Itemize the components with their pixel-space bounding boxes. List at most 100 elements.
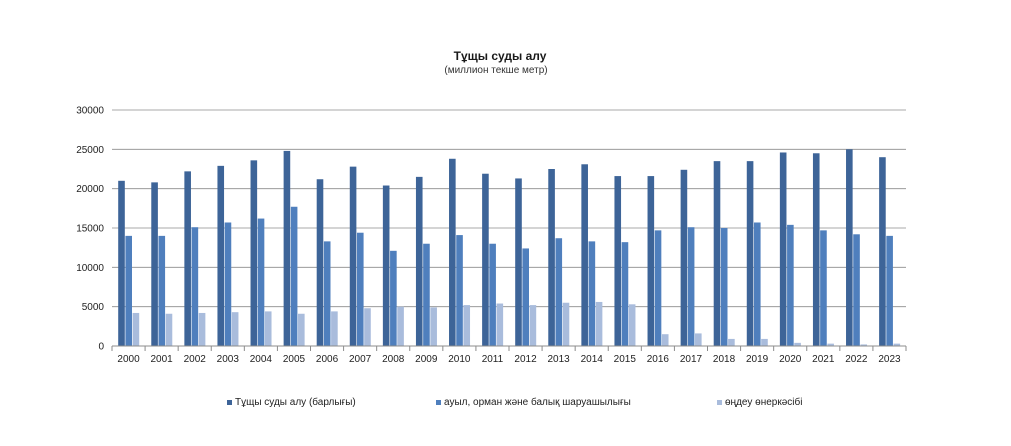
- bar-2018-series-0: [713, 161, 721, 346]
- bar-2023-series-2: [893, 343, 901, 346]
- bar-2003-series-1: [224, 222, 232, 346]
- bar-2022-series-2: [860, 344, 868, 346]
- x-tick-label: 2010: [448, 354, 471, 365]
- y-tick-label: 0: [98, 342, 104, 353]
- bar-2017-series-2: [695, 333, 702, 346]
- bar-2002-series-2: [198, 312, 206, 346]
- bar-2015-series-1: [621, 242, 629, 346]
- x-tick-label: 2008: [382, 354, 405, 365]
- bar-2002-series-0: [184, 171, 191, 346]
- bar-2006-series-2: [331, 311, 338, 346]
- bar-2016-series-2: [661, 334, 669, 346]
- bar-2004-series-2: [264, 311, 272, 346]
- x-tick-label: 2001: [151, 354, 174, 365]
- legend-swatch: [436, 400, 441, 405]
- y-tick-label: 10000: [76, 263, 104, 274]
- bar-2009-series-0: [415, 176, 423, 346]
- bar-2020-series-1: [787, 224, 794, 346]
- y-axis-ticks: 0 5000 10000 15000 20000 25000 30000: [76, 106, 104, 353]
- bar-2008-series-2: [397, 306, 404, 346]
- bar-2010-series-1: [456, 235, 463, 346]
- bar-2016-series-1: [654, 230, 662, 346]
- x-tick-label: 2005: [283, 354, 306, 365]
- bar-2012-series-2: [529, 305, 537, 346]
- bar-2009-series-2: [430, 307, 437, 346]
- bar-2016-series-0: [647, 176, 655, 346]
- x-tick-label: 2015: [614, 354, 637, 365]
- x-tick-label: 2019: [746, 354, 769, 365]
- bar-2014-series-0: [581, 164, 588, 346]
- y-tick-label: 30000: [76, 106, 104, 117]
- bar-2007-series-2: [364, 308, 371, 346]
- x-tick-label: 2006: [316, 354, 339, 365]
- bar-2008-series-0: [382, 185, 390, 346]
- bar-2020-series-0: [779, 152, 787, 346]
- x-tick-label: 2009: [415, 354, 438, 365]
- bar-2013-series-2: [562, 302, 570, 346]
- bar-2012-series-1: [522, 248, 529, 346]
- bar-2018-series-2: [728, 338, 735, 346]
- bar-2000-series-1: [125, 235, 132, 346]
- legend-swatch: [227, 400, 232, 405]
- bar-2019-series-2: [761, 338, 768, 346]
- bar-2006-series-0: [316, 179, 324, 346]
- bar-2003-series-0: [217, 165, 225, 346]
- x-tick-label: 2016: [647, 354, 670, 365]
- x-tick-label: 2012: [514, 354, 537, 365]
- x-tick-label: 2002: [184, 354, 207, 365]
- bar-2021-series-1: [820, 230, 827, 346]
- legend-swatch: [717, 400, 722, 405]
- y-tick-label: 5000: [82, 302, 105, 313]
- y-tick-label: 20000: [76, 184, 104, 195]
- bar-2005-series-0: [283, 150, 291, 346]
- bar-2022-series-0: [846, 149, 853, 346]
- bar-2019-series-1: [753, 222, 761, 346]
- bar-2021-series-2: [827, 343, 834, 346]
- x-tick-label: 2003: [217, 354, 240, 365]
- bar-2004-series-0: [250, 160, 258, 346]
- bar-2023-series-1: [886, 235, 893, 346]
- x-tick-label: 2000: [117, 354, 140, 365]
- legend: Тұщы суды алу (барлығы) ауыл, орман және …: [227, 396, 802, 408]
- x-axis-ticks: 2000 2001 2002 2003 2004 2005 2006 2007 2008 2009…: [111, 346, 907, 365]
- x-tick-label: 2023: [878, 354, 901, 365]
- bar-2008-series-1: [390, 250, 397, 346]
- bar-2010-series-0: [449, 158, 456, 346]
- bar-2004-series-1: [257, 218, 265, 346]
- bar-2011-series-1: [489, 243, 496, 346]
- bar-2000-series-2: [132, 312, 140, 346]
- bar-2021-series-0: [812, 153, 820, 346]
- bar-2007-series-0: [349, 166, 357, 346]
- bar-2007-series-1: [356, 232, 364, 346]
- bars: [118, 149, 901, 346]
- x-tick-label: 2007: [349, 354, 372, 365]
- x-tick-label: 2004: [250, 354, 273, 365]
- bar-2002-series-1: [191, 227, 199, 346]
- bar-2022-series-1: [853, 234, 860, 346]
- bar-2017-series-0: [680, 169, 688, 346]
- bar-2011-series-2: [496, 303, 504, 346]
- bar-2000-series-0: [118, 180, 125, 346]
- bar-2013-series-0: [548, 169, 555, 346]
- chart-title: Тұщы суды алу: [454, 49, 547, 63]
- bar-2018-series-1: [720, 228, 728, 346]
- bar-2001-series-1: [158, 235, 166, 346]
- chart-subtitle: (миллион текше метр): [444, 65, 547, 76]
- y-tick-label: 15000: [76, 224, 104, 235]
- bar-2009-series-1: [423, 243, 430, 346]
- bar-2019-series-0: [746, 161, 754, 346]
- y-tick-label: 25000: [76, 145, 104, 156]
- x-tick-label: 2021: [812, 354, 835, 365]
- bar-2013-series-1: [555, 238, 563, 346]
- bar-2003-series-2: [231, 312, 239, 346]
- legend-label: Тұщы суды алу (барлығы): [235, 396, 356, 408]
- bar-2015-series-2: [628, 304, 636, 346]
- bar-2017-series-1: [687, 227, 695, 346]
- bar-2023-series-0: [879, 157, 886, 346]
- x-tick-label: 2014: [581, 354, 604, 365]
- bar-2014-series-2: [595, 301, 603, 346]
- bar-2010-series-2: [463, 305, 471, 346]
- gridlines: [112, 109, 906, 308]
- x-tick-label: 2020: [779, 354, 802, 365]
